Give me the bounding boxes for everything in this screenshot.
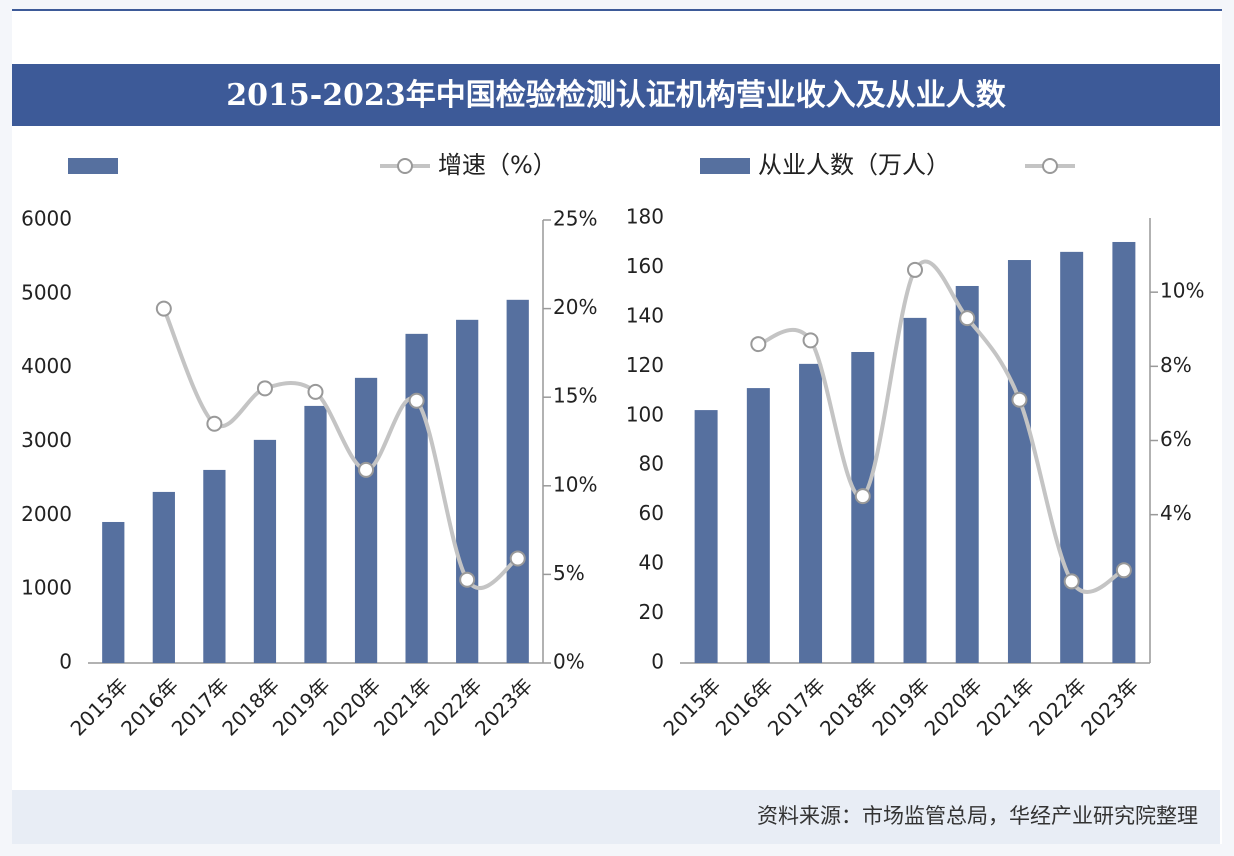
y-tick-label: 60 bbox=[639, 501, 664, 525]
legend-label: 增速（%） bbox=[438, 151, 557, 179]
bar bbox=[354, 377, 378, 663]
growth-marker bbox=[256, 380, 273, 397]
bar bbox=[903, 317, 927, 663]
y-tick-label: 20 bbox=[639, 600, 664, 624]
y2-tick-label: 8% bbox=[1160, 353, 1192, 377]
y-tick-label: 40 bbox=[639, 551, 664, 575]
source: 资料来源：市场监管总局，华经产业研究院整理 bbox=[757, 804, 1198, 828]
bar bbox=[1007, 260, 1031, 663]
growth-marker bbox=[358, 461, 375, 478]
bar bbox=[456, 319, 479, 663]
y-tick-label: 120 bbox=[626, 353, 664, 377]
growth-marker bbox=[750, 336, 767, 353]
growth-marker bbox=[1115, 562, 1132, 579]
bar bbox=[955, 285, 979, 663]
y-tick-label: 1000 bbox=[21, 576, 72, 600]
legend-swatch bbox=[700, 158, 750, 174]
bar bbox=[203, 469, 226, 663]
growth-marker bbox=[802, 332, 819, 349]
bar bbox=[1112, 241, 1136, 663]
bar bbox=[851, 351, 875, 663]
y2-tick-label: 5% bbox=[553, 561, 585, 585]
source-band bbox=[12, 790, 1220, 844]
bar bbox=[102, 521, 125, 663]
growth-marker bbox=[959, 310, 976, 327]
growth-marker bbox=[1011, 391, 1028, 408]
growth-marker bbox=[408, 392, 425, 409]
y-tick-label: 140 bbox=[626, 303, 664, 327]
growth-marker bbox=[459, 571, 476, 588]
growth-line bbox=[757, 259, 1125, 594]
legend-marker bbox=[1042, 158, 1058, 174]
y2-tick-label: 25% bbox=[553, 207, 597, 231]
y-tick-label: 160 bbox=[626, 254, 664, 278]
y2-tick-label: 0% bbox=[553, 650, 585, 674]
bar bbox=[405, 333, 428, 663]
growth-marker bbox=[509, 550, 526, 567]
growth-marker bbox=[155, 300, 172, 317]
y2-tick-label: 20% bbox=[553, 295, 597, 319]
legend-swatch bbox=[68, 158, 118, 174]
growth-marker bbox=[307, 383, 324, 400]
y-tick-label: 0 bbox=[651, 650, 664, 674]
y2-tick-label: 10% bbox=[1160, 279, 1204, 303]
y-tick-label: 6000 bbox=[21, 207, 72, 231]
bar bbox=[506, 299, 529, 663]
title: 2015-2023年中国检验检测认证机构营业收入及从业人数 bbox=[226, 78, 1006, 113]
bar bbox=[253, 439, 277, 663]
bar bbox=[694, 410, 718, 663]
bar bbox=[746, 388, 770, 663]
title-band bbox=[12, 64, 1220, 126]
y2-tick-label: 10% bbox=[553, 472, 597, 496]
bar bbox=[1060, 251, 1084, 663]
growth-marker bbox=[854, 488, 871, 505]
bar bbox=[304, 405, 327, 663]
y-tick-label: 180 bbox=[626, 205, 664, 229]
legend-marker bbox=[397, 158, 413, 174]
growth-marker bbox=[907, 261, 923, 278]
y-tick-label: 2000 bbox=[21, 502, 72, 526]
y-tick-label: 100 bbox=[626, 402, 664, 426]
bar bbox=[152, 491, 175, 663]
legend-label: 从业人数（万人） bbox=[758, 151, 950, 179]
y-tick-label: 0 bbox=[59, 650, 72, 674]
y2-tick-label: 4% bbox=[1160, 501, 1192, 525]
y2-tick-label: 15% bbox=[553, 384, 597, 408]
y-tick-label: 5000 bbox=[21, 280, 72, 304]
y-tick-label: 80 bbox=[639, 452, 664, 476]
y2-tick-label: 6% bbox=[1160, 427, 1192, 451]
y-tick-label: 3000 bbox=[21, 428, 72, 452]
growth-marker bbox=[206, 415, 223, 432]
bar bbox=[799, 363, 823, 663]
y-tick-label: 4000 bbox=[21, 354, 72, 378]
growth-marker bbox=[1063, 573, 1080, 590]
